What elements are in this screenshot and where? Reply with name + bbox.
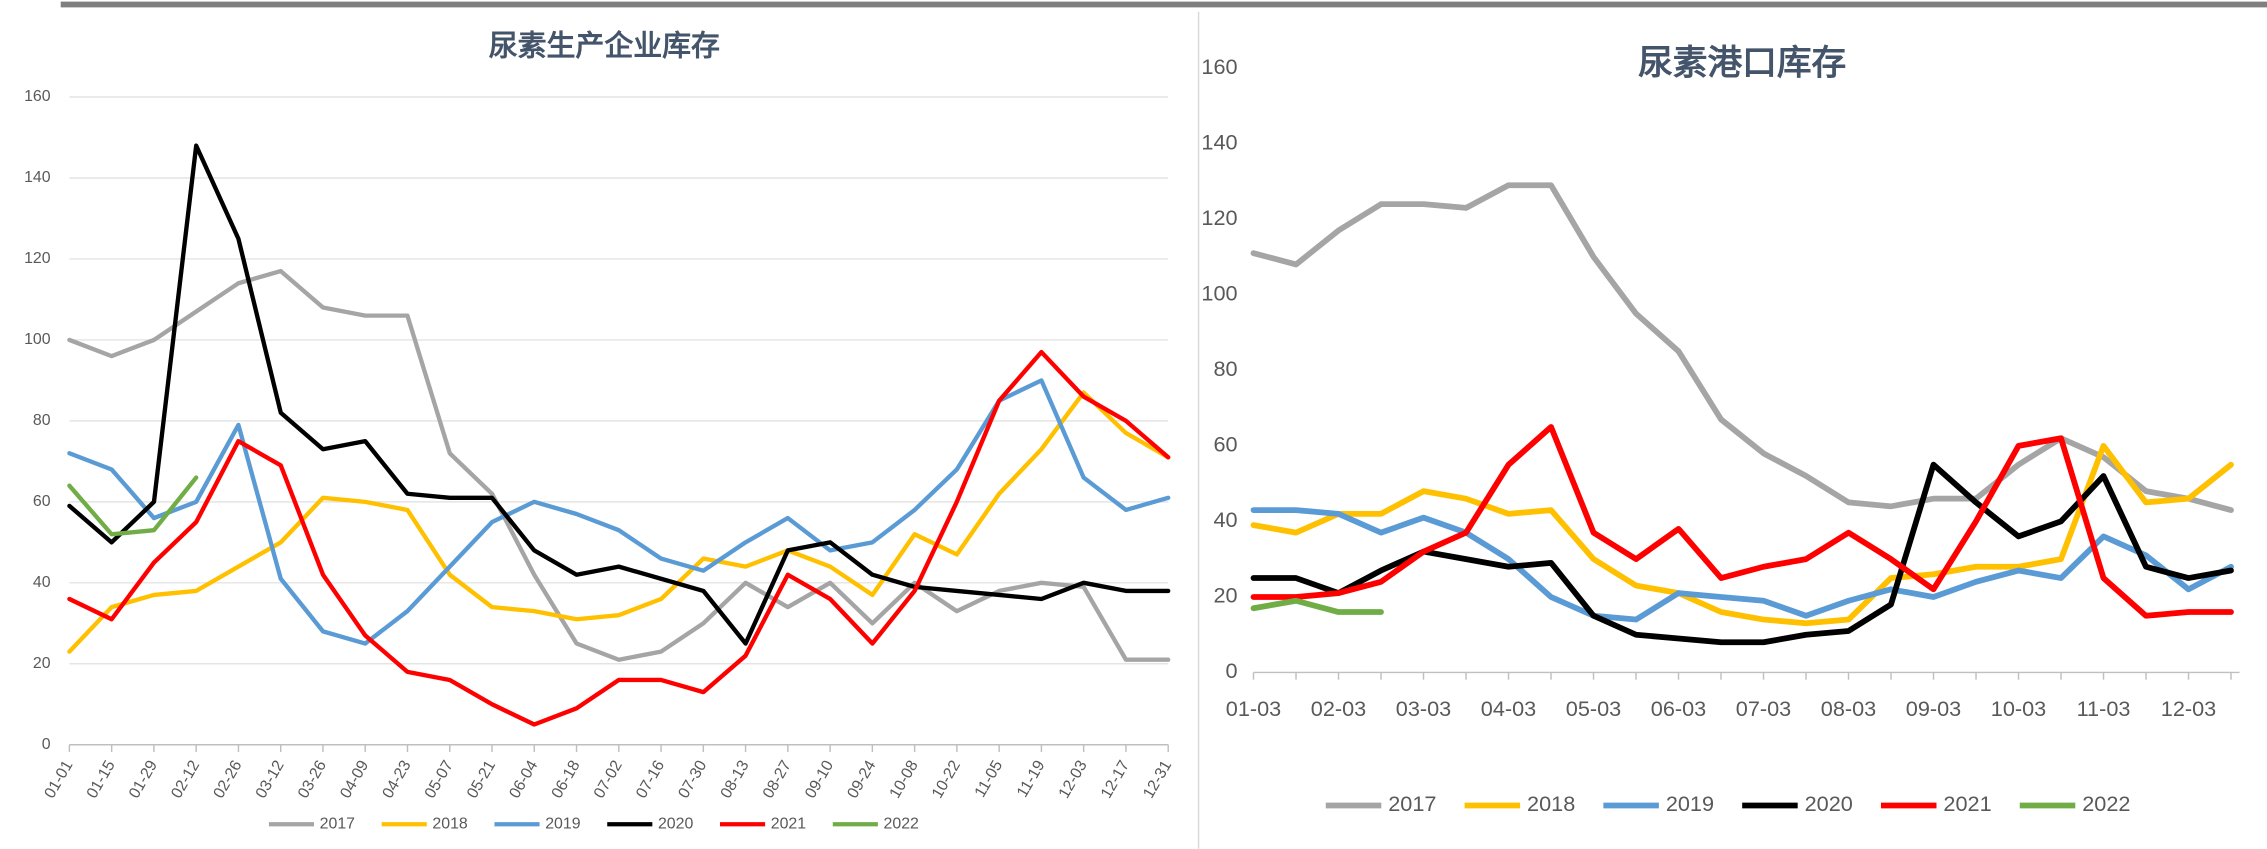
x-tick-label: 07-16: [633, 758, 668, 802]
legend-label: 2020: [658, 815, 694, 832]
x-tick-label: 07-02: [591, 758, 626, 802]
series-line: [67, 378, 1171, 646]
x-tick-label: 02-26: [210, 758, 245, 802]
x-tick-label: 03-03: [1396, 696, 1451, 721]
legend-label: 2019: [545, 815, 581, 832]
x-tick-label: 08-03: [1821, 696, 1876, 721]
x-tick-label: 02-12: [168, 758, 203, 802]
x-tick-label: 10-03: [1991, 696, 2046, 721]
x-tick-label: 11-03: [2077, 696, 2131, 721]
legend-label: 2021: [771, 815, 807, 832]
x-tick-label: 03-12: [253, 758, 288, 802]
series-line: [67, 143, 1171, 646]
x-tick-label: 04-09: [337, 758, 372, 802]
legend-label: 2018: [432, 815, 468, 832]
x-tick-label: 09-24: [844, 758, 879, 802]
x-tick-label: 12-03: [1056, 758, 1091, 802]
legend-label: 2019: [1666, 791, 1714, 816]
legend-label: 2018: [1527, 791, 1575, 816]
x-tick-label: 12-31: [1140, 758, 1175, 802]
x-tick-label: 05-07: [422, 758, 457, 802]
x-tick-label: 11-05: [972, 758, 1007, 801]
y-tick-label: 60: [1213, 432, 1237, 457]
x-tick-label: 10-08: [887, 758, 922, 802]
x-tick-label: 05-03: [1566, 696, 1621, 721]
series-line: [67, 268, 1171, 662]
legend-label: 2022: [2082, 791, 2130, 816]
x-tick-label: 08-13: [718, 758, 753, 802]
x-tick-label: 01-29: [126, 758, 161, 802]
chart-title: 尿素生产企业库存: [489, 30, 720, 63]
series-line: [67, 475, 199, 537]
x-tick-label: 04-03: [1481, 696, 1536, 721]
x-tick-label: 06-04: [506, 758, 541, 802]
x-tick-label: 06-18: [549, 758, 584, 802]
y-tick-label: 120: [1201, 205, 1237, 230]
x-tick-label: 03-26: [295, 758, 330, 802]
y-tick-label: 140: [1201, 129, 1237, 154]
legend-label: 2017: [320, 815, 356, 832]
x-tick-label: 07-30: [675, 758, 710, 802]
y-tick-label: 100: [1201, 280, 1237, 305]
y-tick-label: 0: [1226, 658, 1238, 683]
x-tick-label: 01-15: [84, 758, 119, 802]
y-tick-label: 140: [24, 169, 51, 186]
y-tick-label: 120: [24, 250, 51, 267]
y-tick-label: 40: [33, 574, 51, 591]
legend-label: 2022: [884, 815, 920, 832]
x-tick-label: 07-03: [1736, 696, 1791, 721]
top-border: [60, 1, 2267, 8]
x-tick-label: 06-03: [1651, 696, 1706, 721]
series-line: [67, 349, 1171, 727]
y-tick-label: 160: [24, 88, 51, 105]
series-line: [67, 390, 1171, 654]
legend-label: 2017: [1388, 791, 1436, 816]
series-line: [1250, 424, 2234, 619]
series-line: [1250, 507, 2234, 623]
x-tick-label: 02-03: [1311, 696, 1366, 721]
x-tick-label: 04-23: [380, 758, 415, 802]
legend-label: 2020: [1805, 791, 1853, 816]
y-tick-label: 160: [1201, 54, 1237, 79]
y-tick-label: 60: [33, 493, 51, 510]
series-line: [1250, 443, 2234, 627]
x-tick-label: 01-01: [41, 758, 76, 802]
x-tick-label: 08-27: [760, 758, 795, 802]
y-tick-label: 80: [33, 412, 51, 429]
x-tick-label: 12-03: [2161, 696, 2216, 721]
series-line: [1250, 597, 1384, 615]
legend-label: 2021: [1943, 791, 1991, 816]
x-tick-label: 09-03: [1906, 696, 1961, 721]
x-tick-label: 05-21: [464, 758, 499, 802]
y-tick-label: 100: [24, 331, 51, 348]
y-tick-label: 80: [1213, 356, 1237, 381]
x-tick-label: 12-17: [1098, 758, 1133, 802]
x-tick-label: 11-19: [1014, 758, 1049, 801]
x-tick-label: 09-10: [802, 758, 837, 802]
x-tick-label: 10-22: [929, 758, 964, 802]
chart-title: 尿素港口库存: [1638, 43, 1846, 82]
series-line: [1250, 182, 2234, 513]
y-tick-label: 20: [33, 655, 51, 672]
y-tick-label: 0: [42, 736, 51, 753]
y-tick-label: 40: [1213, 507, 1237, 532]
x-tick-label: 01-03: [1226, 696, 1281, 721]
y-tick-label: 20: [1213, 583, 1237, 608]
